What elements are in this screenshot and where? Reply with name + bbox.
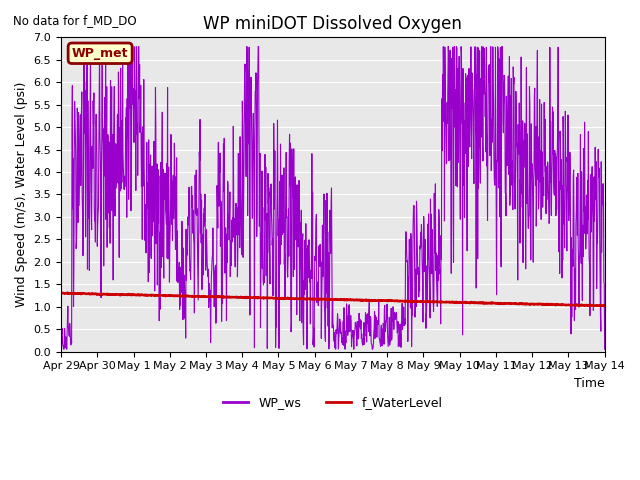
Legend: WP_ws, f_WaterLevel: WP_ws, f_WaterLevel	[218, 391, 447, 414]
WP_ws	[488, 139, 496, 145]
f_WaterLevel	[239, 295, 247, 300]
X-axis label: Time: Time	[574, 377, 605, 390]
f_WaterLevel	[64, 290, 72, 296]
WP_ws	[536, 168, 544, 173]
Text: No data for f_MD_DO: No data for f_MD_DO	[13, 14, 136, 27]
WP_ws	[239, 126, 246, 132]
f_WaterLevel	[488, 300, 496, 306]
Line: WP_ws: WP_ws	[61, 47, 605, 349]
f_WaterLevel	[417, 299, 425, 304]
Text: WP_met: WP_met	[72, 47, 129, 60]
f_WaterLevel	[601, 303, 609, 309]
f_WaterLevel	[57, 290, 65, 296]
f_WaterLevel	[536, 301, 544, 307]
WP_ws	[57, 340, 65, 346]
f_WaterLevel	[600, 303, 608, 309]
WP_ws	[498, 44, 506, 49]
WP_ws	[165, 164, 173, 170]
f_WaterLevel	[165, 293, 173, 299]
Y-axis label: Wind Speed (m/s), Water Level (psi): Wind Speed (m/s), Water Level (psi)	[15, 82, 28, 307]
Title: WP miniDOT Dissolved Oxygen: WP miniDOT Dissolved Oxygen	[204, 15, 462, 33]
Line: f_WaterLevel: f_WaterLevel	[61, 293, 605, 306]
WP_ws	[601, 347, 609, 352]
f_WaterLevel	[179, 293, 186, 299]
WP_ws	[417, 244, 425, 250]
WP_ws	[178, 218, 186, 224]
